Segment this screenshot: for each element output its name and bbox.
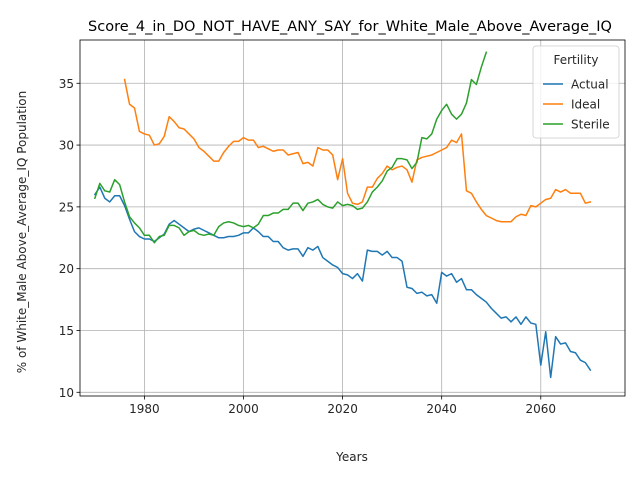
x-axis-ticks: 1980 2000 2020 2040 2060 [129,396,556,416]
legend-label-sterile: Sterile [571,118,610,132]
y-tick-label: 20 [59,262,74,276]
legend-label-ideal: Ideal [571,98,600,112]
chart-title: Score_4_in_DO_NOT_HAVE_ANY_SAY_for_White… [88,19,612,35]
x-tick-label: 2020 [327,402,358,416]
legend-title: Fertility [553,53,598,67]
x-tick-label: 2060 [525,402,556,416]
legend-label-actual: Actual [571,78,609,92]
y-tick-label: 30 [59,139,74,153]
series-line-actual [93,186,592,379]
x-tick-label: 2000 [228,402,259,416]
legend: Fertility Actual Ideal Sterile [532,45,620,139]
x-tick-label: 2040 [426,402,457,416]
series-line-sterile [93,51,488,244]
legend-box [532,45,620,139]
y-axis-ticks: 10 15 20 25 30 35 [59,77,80,400]
y-tick-label: 35 [59,77,74,91]
y-tick-label: 25 [59,200,74,214]
series-lines [93,51,592,379]
y-tick-label: 15 [59,324,74,338]
x-tick-label: 1980 [129,402,160,416]
y-tick-label: 10 [59,386,74,400]
y-axis-label: % of White_Male Above_Average_IQ Populat… [15,91,29,374]
series-line-ideal [123,78,592,223]
plot-area-frame [79,39,626,397]
x-axis-label: Years [335,450,368,464]
